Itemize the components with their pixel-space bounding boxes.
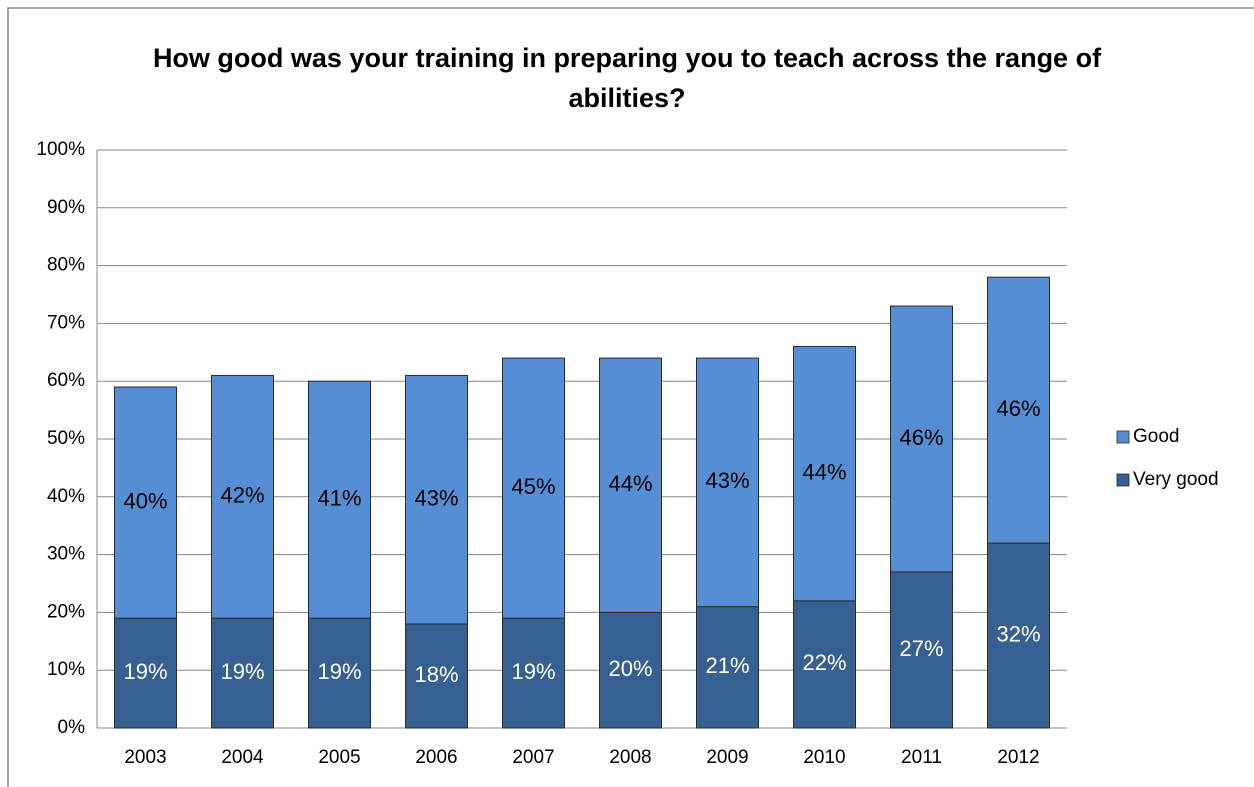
y-tick-label: 80%: [47, 255, 85, 276]
bar-segment: [308, 380, 371, 619]
y-tick-label: 90%: [47, 197, 85, 218]
data-label: 19%: [317, 659, 361, 684]
x-tick-label: 2003: [124, 747, 166, 768]
x-tick-label: 2008: [609, 747, 651, 768]
data-label: 42%: [220, 483, 264, 508]
y-tick-label: 0%: [58, 717, 86, 738]
data-label: 45%: [511, 474, 555, 499]
bar-segment: [987, 276, 1050, 544]
x-tick-label: 2005: [318, 747, 360, 768]
x-tick-label: 2007: [512, 747, 554, 768]
x-tick-label: 2004: [221, 747, 264, 768]
bar-segment: [114, 617, 177, 729]
y-tick-label: 60%: [47, 370, 85, 391]
bar-segment: [502, 617, 565, 729]
y-tick-label: 10%: [47, 659, 85, 680]
data-label: 44%: [802, 459, 846, 484]
x-tick-label: 2010: [803, 747, 845, 768]
bar-segment: [599, 357, 662, 613]
bar-segment: [890, 571, 953, 729]
legend-swatch: [1116, 473, 1130, 487]
data-label: 19%: [511, 659, 555, 684]
x-tick-label: 2011: [901, 747, 942, 768]
chart-title: How good was your training in preparing …: [152, 43, 1102, 113]
bar-segment: [114, 386, 177, 619]
data-label: 41%: [317, 486, 361, 511]
data-label: 40%: [123, 488, 167, 513]
bar-segment: [502, 357, 565, 619]
bar-segment: [405, 623, 468, 729]
data-label: 22%: [802, 650, 846, 675]
y-tick-label: 30%: [47, 544, 85, 565]
bar-segment: [211, 374, 274, 619]
data-label: 19%: [123, 659, 167, 684]
bar-segment: [793, 346, 856, 602]
y-tick-label: 40%: [47, 486, 85, 507]
data-label: 20%: [608, 656, 652, 681]
data-label: 21%: [705, 653, 749, 678]
chart-border: [7, 7, 1254, 787]
x-tick-label: 2009: [706, 747, 748, 768]
legend-swatch: [1116, 430, 1130, 444]
x-tick-label: 2012: [997, 747, 1039, 768]
bar-segment: [696, 357, 759, 608]
y-tick-label: 50%: [47, 428, 85, 449]
data-label: 19%: [220, 659, 264, 684]
bar-segment: [211, 617, 274, 729]
y-tick-label: 100%: [36, 139, 85, 160]
data-label: 18%: [414, 662, 458, 687]
x-tick-label: 2006: [415, 747, 457, 768]
bar-segment: [890, 305, 953, 573]
data-label: 46%: [996, 396, 1040, 421]
y-tick-label: 20%: [47, 601, 85, 622]
y-tick-label: 70%: [47, 312, 85, 333]
data-label: 44%: [608, 471, 652, 496]
data-label: 46%: [899, 425, 943, 450]
data-label: 43%: [705, 468, 749, 493]
bar-segment: [405, 374, 468, 625]
data-label: 32%: [996, 621, 1040, 646]
bar-segment: [308, 617, 371, 729]
legend-label: Very good: [1133, 469, 1219, 490]
bar-segment: [793, 600, 856, 729]
data-label: 27%: [899, 636, 943, 661]
bar-segment: [696, 606, 759, 729]
legend-label: Good: [1133, 426, 1179, 447]
data-label: 43%: [414, 486, 458, 511]
